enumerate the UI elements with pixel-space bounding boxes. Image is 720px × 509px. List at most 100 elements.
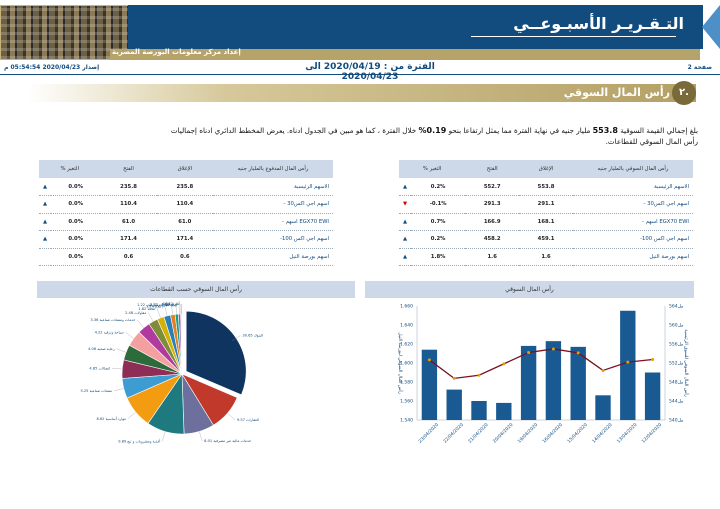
up-arrow-icon: ▲ <box>39 213 51 231</box>
up-arrow-icon: ▲ <box>399 213 411 231</box>
cell-change: 1.8% <box>411 248 466 266</box>
sector-pie-panel: البنوك 30.65 العقارات 9.57 خدمات مالية غير… <box>37 298 355 448</box>
y-tick-right: 564مل <box>669 304 684 310</box>
line-point <box>452 376 456 380</box>
up-arrow-icon: ▲ <box>39 178 51 196</box>
report-period: الفترة من : 2020/04/19 الى 2020/04/23 <box>305 62 435 82</box>
table-row: ▲ 0.2% 458.2 459.1 -اسهم اجي اكس 100 <box>399 230 693 249</box>
y-tick-left: 1.540 <box>400 418 413 424</box>
bar <box>446 389 462 420</box>
cell-close: 1.6 <box>519 248 573 266</box>
pie-label: البنوك 30.65 <box>242 334 263 338</box>
x-tick: 14/04/2020 <box>591 422 614 445</box>
cell-change: 0.0% <box>51 248 101 266</box>
bar <box>644 372 661 420</box>
cell-change: 0.2% <box>411 178 466 196</box>
y-tick-right: 548مل <box>669 380 684 386</box>
report-banner: التـقـريـر الأسبـوعــي إعداد مركز معلوما… <box>0 0 720 63</box>
cell-open: 235.8 <box>100 178 157 196</box>
main-market-line <box>429 348 653 380</box>
y-tick-left: 1.560 <box>400 399 413 405</box>
cell-label: الاسهم الرئيسية <box>213 178 333 196</box>
col-close: الإغلاق <box>156 160 213 178</box>
cell-close: 168.1 <box>519 213 573 231</box>
pie-label: خدمات ومنتجات صناعية 3.36 <box>90 318 135 322</box>
cell-change: 0.0% <box>51 230 101 249</box>
market-cap-chart-panel: 1.540 1.560 1.580 1.600 1.620 1.640 1.660 540مل… <box>365 298 694 448</box>
table-row: ▲ 0.0% 61.0 61.0- اسهم EGX70 EWI <box>39 213 333 231</box>
pie-label: منسوجات 0.82 <box>150 302 174 306</box>
y-tick-left: 1.640 <box>400 323 413 329</box>
pie-label: إعلام 1.74 <box>146 304 163 309</box>
down-arrow-icon: ▼ <box>399 195 411 214</box>
cell-close: 110.4 <box>156 195 213 214</box>
line-point <box>477 373 481 377</box>
para-value-2: 0.19% <box>418 126 447 135</box>
cell-change: 0.0% <box>51 195 101 214</box>
pie-label: خدمات مالية غير مصرفية 8.01 <box>204 439 251 443</box>
line-point <box>527 350 531 354</box>
up-arrow-icon: ▲ <box>39 195 51 214</box>
cell-close: 0.6 <box>156 248 213 266</box>
title-band <box>128 5 703 49</box>
y-tick-right: 544مل <box>669 399 684 405</box>
bar <box>620 310 636 420</box>
title-underline <box>471 36 676 37</box>
cell-close: 171.4 <box>156 230 213 249</box>
bar <box>545 341 562 420</box>
y-label-right: رأس المال السوقي للسوق الرئيسية <box>683 329 690 397</box>
market-cap-table: % التغير الفتح الإغلاق رأس المال السوقي … <box>399 160 693 266</box>
no-arrow <box>39 248 51 266</box>
cell-close: 553.8 <box>519 178 573 196</box>
line-point <box>427 358 431 362</box>
pie-label: طاقة 1.82 <box>138 307 155 311</box>
col-change: % التغير <box>39 160 101 178</box>
cell-open: 110.4 <box>100 195 157 214</box>
x-tick: 21/04/2020 <box>467 422 490 445</box>
trading-floor-photo <box>0 5 130 60</box>
x-tick: 16/04/2020 <box>541 422 564 445</box>
cell-close: 459.1 <box>519 230 573 249</box>
bar <box>520 345 537 420</box>
y-tick-right: 552مل <box>669 361 684 367</box>
cell-change: 0.0% <box>51 213 101 231</box>
table-row: ▲ 0.0% 235.8 235.8 الاسهم الرئيسية <box>39 178 333 196</box>
para-value-1: 553.8 <box>592 126 618 135</box>
pie-label: العقارات 9.57 <box>237 418 259 422</box>
y-tick-left: 1.660 <box>400 304 413 310</box>
section-number: ٢. <box>672 81 696 105</box>
cell-open: 458.2 <box>465 230 520 249</box>
bar <box>496 402 512 420</box>
cell-label: - اسهم EGX70 EWI <box>213 213 333 231</box>
y-tick-right: 560مل <box>669 323 684 329</box>
cell-change: -0.1% <box>411 195 466 214</box>
para-text-1: بلغ إجمالي القيمة السوقية <box>617 126 698 135</box>
y-tick-right: 540مل <box>669 418 684 424</box>
cell-label: الاسهم الرئيسية <box>573 178 693 196</box>
pie-label: غاز 0.22 <box>165 302 179 306</box>
cell-open: 0.6 <box>100 248 157 266</box>
up-arrow-icon: ▲ <box>399 248 411 266</box>
y-tick-left: 1.580 <box>400 380 413 386</box>
section-bar <box>26 84 696 102</box>
y-tick-right: 556مل <box>669 342 684 348</box>
bar <box>471 401 487 420</box>
up-arrow-icon: ▲ <box>39 230 51 249</box>
bar <box>570 346 586 420</box>
table-row: ▲ 0.0% 171.4 171.4 -اسهم اجي اكس 100 <box>39 230 333 249</box>
page-number: صفحة 2 <box>687 64 712 71</box>
cell-open: 291.3 <box>465 195 520 214</box>
bar <box>421 349 438 420</box>
y-tick-left: 1.600 <box>400 361 413 367</box>
line-point <box>601 368 605 372</box>
col-open: الفتح <box>465 160 520 178</box>
col-change: % التغير <box>399 160 466 178</box>
x-tick: 15/04/2020 <box>566 422 589 445</box>
paid-capital-table: % التغير الفتح الإغلاق رأس المال المدفوع… <box>39 160 333 266</box>
pie-label: مقاولات 2.48 <box>125 311 146 315</box>
pie-label: ورق 0.60 <box>162 302 178 306</box>
col-close: الإغلاق <box>519 160 573 178</box>
table-row: ▲ 0.7% 166.9 168.1- اسهم EGX70 EWI <box>399 213 693 231</box>
pie-label: منتجات صناعية 5.25 <box>80 389 112 393</box>
pie-label: سياحة وترفيه 4.22 <box>95 331 124 335</box>
